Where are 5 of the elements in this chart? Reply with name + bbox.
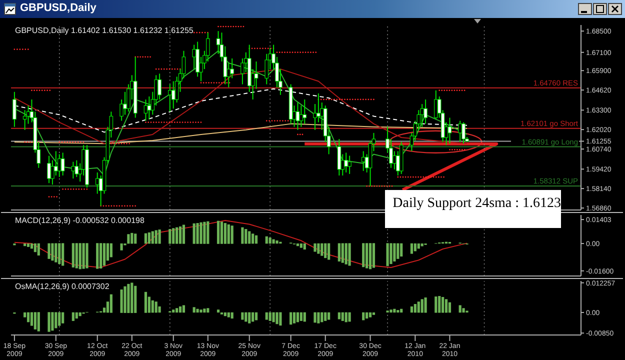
chart-subtitle: GBPUSD,Daily 1.61402 1.61530 1.61232 1.61255 (15, 26, 194, 35)
annotation: Daily Support 24sma : 1.6123 (384, 190, 562, 228)
chart-title: GBPUSD,Daily (20, 2, 96, 14)
chart-title: OsMA(12,26,9) 0.0007302 (15, 282, 110, 291)
chart-title: MACD(12,26,9) -0.000532 0.000198 (15, 216, 144, 225)
